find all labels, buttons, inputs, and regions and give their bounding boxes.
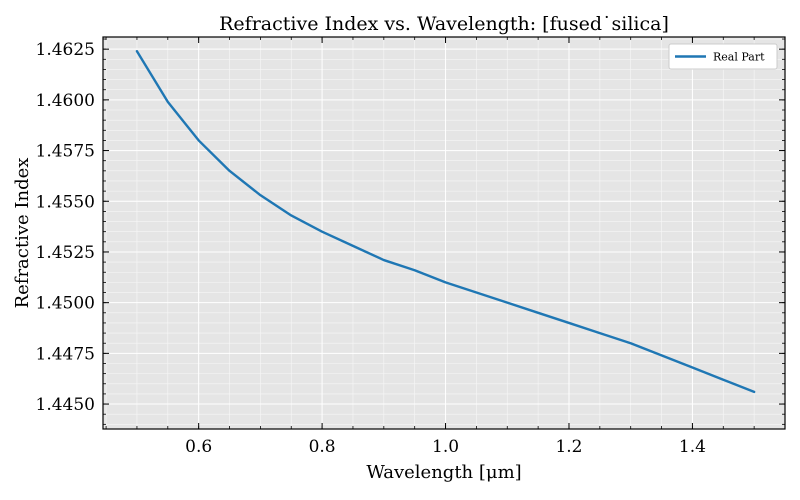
y-tick-label: 1.4525 [36, 243, 95, 263]
x-tick-label: 0.6 [185, 437, 212, 457]
x-tick-label: 1.4 [679, 437, 706, 457]
y-axis-label: Refractive Index [12, 158, 33, 309]
y-tick-label: 1.4475 [36, 344, 95, 364]
x-axis-label: Wavelength [μm] [366, 462, 521, 483]
x-tick-label: 0.8 [309, 437, 336, 457]
grid-lines [103, 37, 785, 429]
series-line-real-part [135, 50, 756, 394]
chart-title: Refractive Index vs. Wavelength: [fused˙… [219, 13, 669, 35]
y-tick-label: 1.4450 [36, 395, 95, 415]
plot-frame [102, 36, 786, 430]
y-tick-label: 1.4600 [36, 91, 95, 111]
x-tick-label: 1.2 [555, 437, 582, 457]
y-tick-label: 1.4500 [36, 294, 95, 314]
series-layer [135, 50, 756, 394]
legend: Real Part [668, 43, 778, 70]
y-tick-labels: 1.4450 1.4475 1.4500 1.4525 1.4550 1.4575 1.46… [36, 40, 95, 415]
y-tick-label: 1.4625 [36, 40, 95, 60]
x-tick-label: 1.0 [432, 437, 459, 457]
tick-marks [103, 37, 785, 429]
x-tick-labels: 0.6 0.8 1.0 1.2 1.4 [185, 437, 706, 457]
plot-area [103, 37, 785, 429]
y-tick-label: 1.4575 [36, 142, 95, 162]
y-tick-label: 1.4550 [36, 192, 95, 212]
legend-box [668, 43, 778, 70]
legend-label-real-part: Real Part [713, 51, 765, 64]
